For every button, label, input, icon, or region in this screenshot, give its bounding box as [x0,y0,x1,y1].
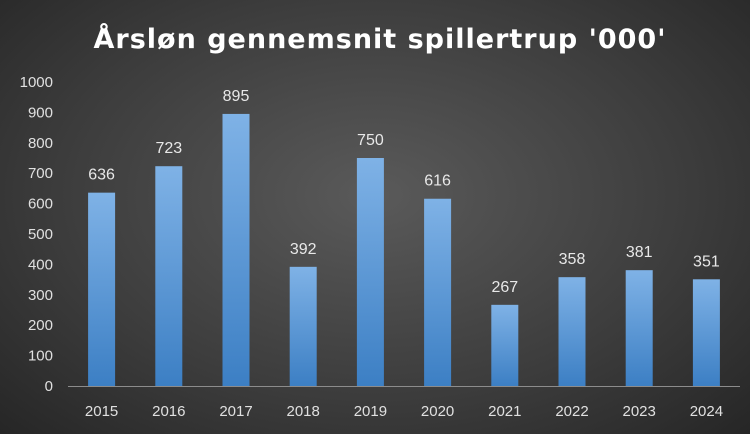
y-tick-label: 1000 [20,74,53,91]
x-axis: 2015 2016 2017 2018 2019 2020 2021 2022 2023 2024 [68,386,740,420]
bar-2024 [692,279,720,386]
data-label-2022: 358 [559,251,586,268]
bar-2015 [88,192,116,386]
x-tick-label: 2020 [421,403,454,420]
data-label-2016: 723 [155,140,182,157]
bar-2021 [491,304,519,386]
bars-group: 636 723 895 392 750 616 267 358 381 351 [88,88,720,387]
data-label-2019: 750 [357,132,384,149]
x-tick-label: 2018 [287,403,320,420]
bar-2019 [356,158,384,386]
bar-2023 [625,270,653,386]
y-tick-label: 500 [28,226,53,243]
data-label-2023: 381 [626,244,653,261]
y-tick-label: 100 [28,348,53,365]
x-tick-label: 2017 [219,403,252,420]
data-label-2020: 616 [424,173,451,190]
chart-title: Årsløn gennemsnit spillertrup '000' [94,23,667,55]
y-tick-label: 800 [28,135,53,152]
data-label-2018: 392 [290,241,317,258]
y-tick-label: 900 [28,104,53,121]
x-tick-label: 2024 [690,403,723,420]
x-tick-label: 2015 [85,403,118,420]
bar-2018 [289,266,317,386]
data-label-2021: 267 [491,279,518,296]
x-tick-label: 2021 [488,403,521,420]
x-tick-label: 2022 [555,403,588,420]
y-tick-label: 200 [28,317,53,334]
y-tick-label: 700 [28,165,53,182]
data-label-2015: 636 [88,167,115,184]
bar-2016 [155,166,183,386]
x-tick-label: 2016 [152,403,185,420]
y-tick-label: 600 [28,196,53,213]
y-tick-label: 400 [28,256,53,273]
x-tick-label: 2019 [354,403,387,420]
x-tick-label: 2023 [623,403,656,420]
y-axis: 0 100 200 300 400 500 600 700 800 900 1000 [20,74,53,395]
y-tick-label: 300 [28,287,53,304]
y-tick-label: 0 [45,378,53,395]
bar-2017 [222,113,250,387]
data-label-2017: 895 [223,88,250,105]
bar-2022 [558,277,586,386]
data-label-2024: 351 [693,253,720,270]
bar-2020 [424,198,452,386]
